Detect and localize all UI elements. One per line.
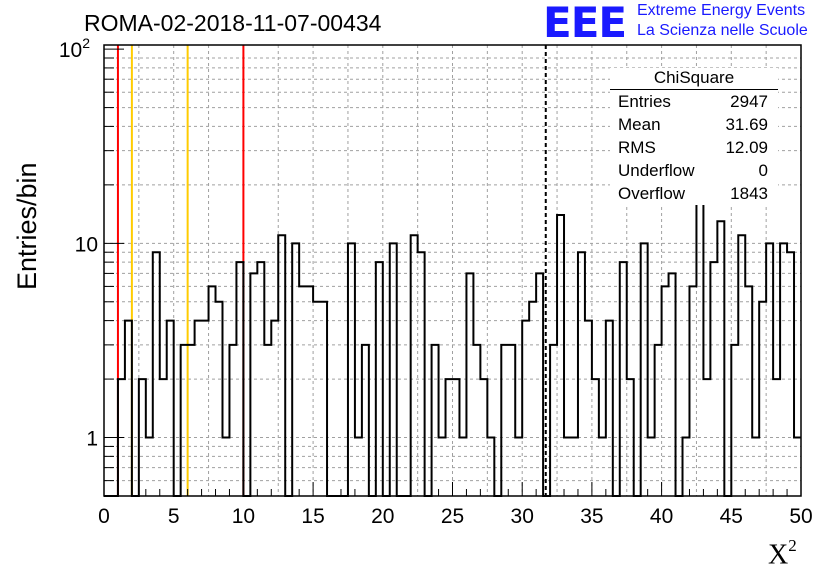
- x-axis-label-base: X: [768, 539, 789, 571]
- x-tick-label: 15: [301, 505, 324, 528]
- x-tick-label: 5: [168, 505, 180, 528]
- y-tick-label: 10: [75, 233, 98, 256]
- histogram-bin: [759, 302, 766, 496]
- histogram-bin: [250, 273, 257, 496]
- histogram-bin: [348, 243, 355, 496]
- histogram-bin: [522, 321, 529, 496]
- x-axis-label-superscript: 2: [788, 536, 797, 555]
- stats-key: Entries: [618, 92, 671, 111]
- histogram-bin: [320, 302, 327, 496]
- histogram-bin: [585, 321, 592, 496]
- y-tick-label: 1: [86, 428, 98, 451]
- stats-value: 0: [758, 161, 768, 180]
- histogram-bin: [662, 286, 669, 496]
- histogram-bin: [641, 243, 648, 496]
- stats-key: Underflow: [618, 161, 695, 180]
- histogram-bin: [696, 185, 703, 496]
- chart-title: ROMA-02-2018-11-07-00434: [84, 10, 382, 36]
- histogram-bin: [529, 302, 536, 496]
- histogram-bin: [473, 345, 480, 496]
- x-tick-label: 40: [650, 505, 673, 528]
- histogram-bin: [362, 345, 369, 496]
- stats-value: 2947: [730, 92, 768, 111]
- stats-row-underflow: Underflow 0: [610, 159, 778, 182]
- y-axis-label: Entries/bin: [12, 162, 42, 290]
- histogram-bin: [669, 273, 676, 496]
- histogram-bins: [118, 185, 801, 496]
- y-tick-label: 102: [59, 35, 90, 62]
- histogram-series: [104, 183, 801, 497]
- histogram-bin: [125, 321, 132, 496]
- histogram-bin: [766, 243, 773, 496]
- x-tick-label: 50: [789, 505, 812, 528]
- histogram-bin: [738, 235, 745, 496]
- histogram-bin: [557, 215, 564, 496]
- histogram-bin: [181, 345, 188, 496]
- histogram-bin: [466, 273, 473, 496]
- reference-lines: [116, 45, 547, 496]
- histogram-bin: [578, 252, 585, 496]
- stats-key: Overflow: [618, 184, 686, 203]
- axes: [103, 44, 802, 497]
- x-tick-label: 30: [511, 505, 534, 528]
- logo-subtitle-1: Extreme Energy Events: [637, 2, 806, 19]
- x-tick-label: 10: [232, 505, 255, 528]
- histogram-bin: [787, 252, 794, 496]
- stats-row-mean: Mean 31.69: [610, 113, 778, 136]
- x-tick-label: 25: [441, 505, 464, 528]
- histogram-bin: [508, 345, 515, 496]
- stats-box: ChiSquare Entries 2947 Mean 31.69 RMS 12…: [610, 68, 778, 205]
- x-tick-label: 45: [720, 505, 743, 528]
- histogram-bin: [202, 321, 209, 496]
- histogram-bin: [655, 345, 662, 496]
- x-tick-label: 0: [98, 505, 110, 528]
- stats-row-entries: Entries 2947: [610, 90, 778, 113]
- stats-value: 1843: [730, 184, 768, 203]
- histogram-bin: [264, 345, 271, 496]
- stats-value: 12.09: [725, 138, 768, 157]
- eee-logo: EEE: [543, 0, 627, 47]
- histogram-bin: [209, 286, 216, 496]
- histogram-bin: [550, 345, 557, 496]
- x-tick-label: 35: [580, 505, 603, 528]
- histogram-bin: [292, 243, 299, 496]
- histogram-bin: [411, 235, 418, 496]
- histogram-bin: [153, 252, 160, 496]
- histogram-bin: [689, 286, 696, 496]
- histogram-bin: [278, 235, 285, 496]
- logo-subtitle-2: La Scienza nelle Scuole: [637, 22, 808, 39]
- histogram-bin: [271, 321, 278, 496]
- histogram-bin: [501, 345, 508, 496]
- stats-value: 31.69: [725, 115, 768, 134]
- histogram-bin: [432, 345, 439, 496]
- histogram-bin: [606, 321, 613, 496]
- histogram-bin: [536, 273, 543, 496]
- histogram-bin: [306, 286, 313, 496]
- x-axis-label: X2: [768, 536, 797, 571]
- stats-key: Mean: [618, 115, 661, 134]
- x-tick-label: 20: [371, 505, 394, 528]
- histogram-bin: [313, 302, 320, 496]
- histogram-bin: [167, 321, 174, 496]
- histogram-bin: [195, 321, 202, 496]
- stats-row-rms: RMS 12.09: [610, 136, 778, 159]
- histogram-bin: [780, 243, 787, 496]
- histogram-bin: [418, 252, 425, 496]
- histogram-bin: [390, 243, 397, 496]
- histogram-bin: [299, 286, 306, 496]
- stats-row-overflow: Overflow 1843: [610, 182, 778, 205]
- x-tick-labels: 0 5 10 15 20 25 30 35 40 45 50: [98, 505, 813, 528]
- stats-key: RMS: [618, 138, 656, 157]
- histogram-bin: [229, 345, 236, 496]
- y-tick-labels: 1 10 102: [59, 35, 98, 450]
- stats-title: ChiSquare: [610, 68, 778, 90]
- histogram-bin: [731, 345, 738, 496]
- histogram-bin: [188, 345, 195, 496]
- histogram-bin: [216, 302, 223, 496]
- histogram-bin: [745, 286, 752, 496]
